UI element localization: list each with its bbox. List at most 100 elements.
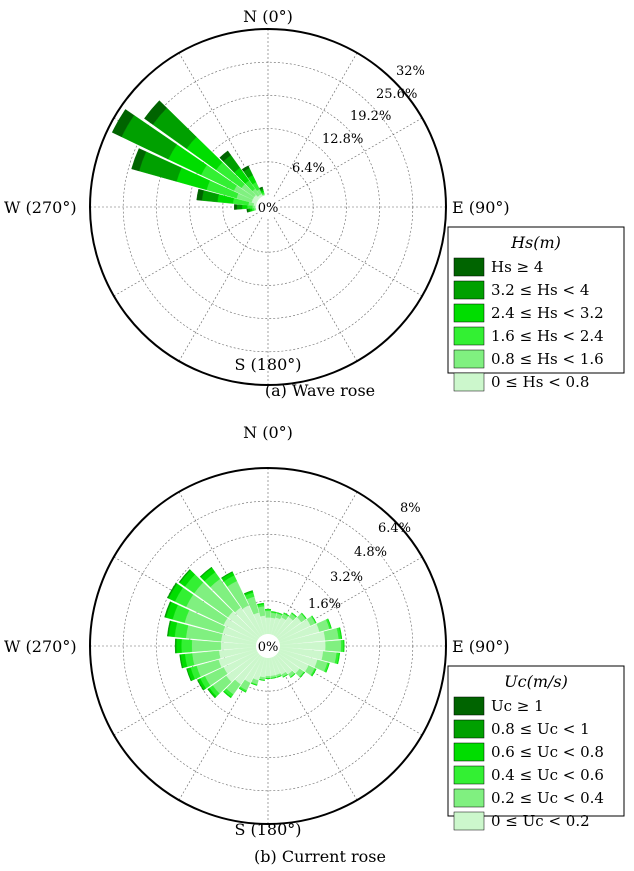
current-rose-bar-segment [339, 627, 343, 640]
wave-rose-bar-segment [246, 208, 249, 213]
current-rose-bars [164, 566, 345, 699]
current-rose-legend: Uc(m/s) Uc ≥ 1 0.8 ≤ Uc < 1 0.6 ≤ Uc < 0.8… [447, 665, 625, 831]
current-rose-west-label: W (270°) [4, 637, 77, 656]
current-rose-bar-segment [343, 639, 345, 653]
current-rose-legend-entry: 0.6 ≤ Uc < 0.8 [491, 743, 604, 761]
wave-rose-center-hole [256, 195, 280, 219]
wave-rose-spoke [273, 217, 358, 362]
wave-rose-legend-swatch [453, 257, 485, 277]
current-rose-bar-segment [321, 651, 337, 664]
current-rose-bar-segment [265, 610, 271, 618]
current-rose-bar-segment [290, 673, 296, 678]
current-rose-bar-segment [276, 675, 282, 678]
wave-rose-bar-segment [131, 148, 147, 172]
wave-rose-rtick-3: 19.2% [350, 109, 391, 124]
current-rose-rtick-3: 4.8% [354, 545, 387, 560]
wave-rose-rtick-4: 25.6% [376, 87, 417, 102]
current-rose-bar-segment [238, 687, 247, 693]
wave-rose-rtick-1: 6.4% [292, 161, 325, 176]
wave-rose-legend-entry: 3.2 ≤ Hs < 4 [491, 281, 589, 299]
wave-rose-bar-segment [241, 165, 250, 172]
wave-rose-legend-entry: Hs ≥ 4 [491, 258, 543, 276]
current-rose-legend-entry: 0.4 ≤ Uc < 0.6 [491, 766, 604, 784]
wave-rose-spoke [178, 217, 263, 362]
wave-rose-east-label: E (90°) [452, 198, 510, 217]
current-rose-bar-segment [243, 590, 253, 595]
current-rose-center-label: 0% [258, 640, 279, 655]
current-rose-legend-swatch [453, 742, 485, 762]
current-rose-bar-segment [250, 682, 258, 686]
wave-rose-spoke [113, 212, 258, 297]
wave-rose-legend-entry: 0 ≤ Hs < 0.8 [491, 373, 589, 391]
current-rose-legend-swatch [453, 788, 485, 808]
current-rose-bar-segment [299, 671, 306, 678]
current-rose-legend-entry: 0.2 ≤ Uc < 0.4 [491, 789, 604, 807]
wave-rose-bar-segment [246, 205, 253, 209]
current-rose-overlay [89, 467, 447, 825]
wave-rose-legend-swatch [453, 326, 485, 346]
current-rose-rtick-2: 3.2% [330, 570, 363, 585]
current-rose-bar-segment [175, 638, 182, 654]
current-rose-bar-segment [174, 638, 177, 654]
current-rose-bar-segment [283, 612, 290, 617]
current-rose-legend-entry: Uc ≥ 1 [491, 697, 544, 715]
wave-rose-rtick-2: 12.8% [322, 132, 363, 147]
wave-rose-legend-swatch [453, 349, 485, 369]
wave-rose-legend-entry: 2.4 ≤ Hs < 3.2 [491, 304, 604, 322]
wave-rose-bar-segment [196, 188, 204, 201]
wave-rose-bar-segment [252, 205, 256, 209]
current-rose-legend-entry: 0 ≤ Uc < 0.2 [491, 812, 590, 830]
current-rose-bar-segment [270, 677, 277, 679]
wave-rose-legend-entry: 1.6 ≤ Hs < 2.4 [491, 327, 604, 345]
wave-rose-caption: (a) Wave rose [265, 381, 375, 400]
current-rose-north-label: N (0°) [243, 423, 293, 442]
wave-rose-rtick-5: 32% [396, 64, 425, 79]
wave-rose-north-label: N (0°) [243, 7, 293, 26]
current-rose-rtick-1: 1.6% [308, 597, 341, 612]
current-rose-legend-swatch [453, 811, 485, 831]
current-rose-bar-segment [259, 679, 265, 681]
current-rose-east-label: E (90°) [452, 637, 510, 656]
wave-rose-grid [90, 29, 446, 385]
current-rose-bar-segment [337, 652, 341, 665]
current-rose-bar-segment [221, 571, 233, 579]
current-rose-legend-title: Uc(m/s) [504, 672, 568, 691]
wave-rose-bar-segment [219, 150, 232, 162]
current-rose-bar-segment [325, 640, 342, 652]
wave-rose-spoke [278, 117, 423, 202]
wave-rose-spoke [278, 212, 423, 297]
wave-rose-legend-title: Hs(m) [510, 233, 561, 252]
current-rose: N (0°) E (90°) S (180°) W (270°) 0% 1.6%… [4, 423, 625, 866]
wave-rose-west-label: W (270°) [4, 198, 77, 217]
current-rose-bar-segment [207, 688, 216, 699]
wave-rose-legend-swatch [453, 372, 485, 392]
wave-rose-center-label: 0% [258, 201, 279, 216]
wave-rose-overlay [89, 28, 447, 386]
current-rose-bar-segment [167, 582, 178, 599]
current-rose-bar-segment [325, 662, 330, 673]
wave-rose-legend-swatch [453, 280, 485, 300]
current-rose-bar-segment [323, 628, 340, 641]
wave-rose-legend: Hs(m) Hs ≥ 4 3.2 ≤ Hs < 4 2.4 ≤ Hs < 3.2 1.… [447, 226, 625, 392]
wave-rose-south-label: S (180°) [234, 355, 301, 374]
wave-rose-bar-segment [111, 109, 135, 138]
current-rose-bar-segment [181, 639, 193, 653]
wave-rose-bar-segment [259, 186, 263, 190]
current-rose-bar-segment [223, 690, 232, 699]
current-rose-bar-segment [291, 612, 298, 618]
current-rose-bar-segment [199, 566, 213, 578]
current-rose-bar-segment [186, 668, 192, 682]
current-rose-bar-segment [277, 612, 283, 615]
current-rose-caption: (b) Current rose [254, 847, 386, 866]
current-rose-bar-segment [264, 608, 272, 610]
current-rose-rtick-5: 8% [400, 501, 421, 516]
current-rose-bar-segment [167, 620, 172, 637]
wave-rose-bars [111, 100, 266, 213]
wave-rose-bar-segment [236, 204, 243, 210]
current-rose-spoke [273, 656, 358, 801]
current-rose-bar-segment [191, 639, 222, 653]
wave-rose-bar-segment [234, 204, 238, 210]
current-rose-grid-circle [156, 534, 380, 758]
wave-rose-outer-ring [89, 28, 447, 386]
